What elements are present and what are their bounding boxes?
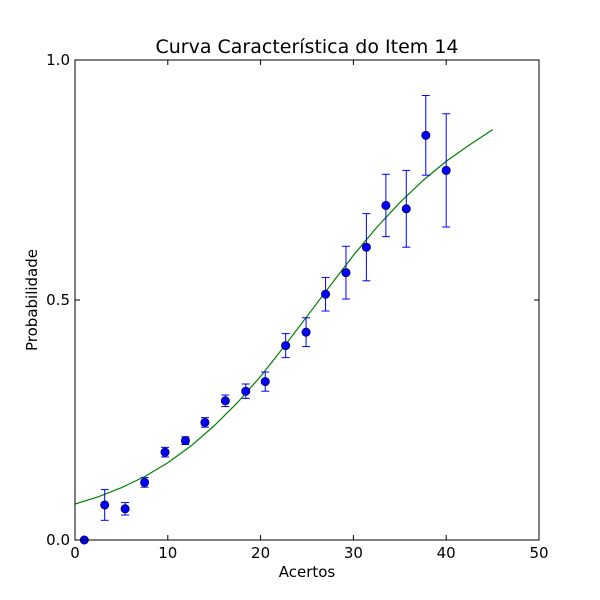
data-point-7: [220, 396, 230, 406]
data-point-1: [100, 500, 110, 510]
chart-title: Curva Característica do Item 14: [155, 36, 458, 58]
data-point-16: [401, 204, 411, 214]
y-tick-label-2: 1.0: [46, 51, 70, 69]
data-point-12: [321, 289, 331, 299]
axes: 0 10 20 30 40 50 0.0 0.5 1.0: [46, 51, 548, 562]
data-point-10: [281, 341, 291, 351]
data-point-18: [441, 165, 451, 175]
data-point-17: [421, 130, 431, 140]
data-point-11: [301, 327, 311, 337]
y-axis-label: Probabilidade: [23, 249, 41, 351]
data-point-4: [160, 447, 170, 457]
x-tick-label-3: 30: [344, 544, 363, 562]
data-point-13: [341, 268, 351, 278]
data-point-8: [241, 386, 251, 396]
data-point-9: [260, 377, 270, 387]
data-group: [75, 95, 493, 521]
data-point-15: [381, 200, 391, 210]
x-tick-label-1: 10: [158, 544, 177, 562]
x-tick-label-2: 20: [251, 544, 270, 562]
y-tick-label-0: 0.0: [46, 531, 70, 549]
plot-area: [75, 95, 493, 545]
data-point-6: [200, 417, 210, 427]
data-point-14: [361, 242, 371, 252]
data-point-5: [180, 436, 190, 446]
y-tick-label-1: 0.5: [46, 291, 70, 309]
fitted-curve-line: [75, 129, 493, 505]
data-point-2: [120, 504, 130, 514]
x-tick-label-5: 50: [529, 544, 548, 562]
data-point-3: [140, 477, 150, 487]
x-tick-label-0: 0: [70, 544, 80, 562]
x-axis-label: Acertos: [279, 563, 336, 581]
x-tick-label-4: 40: [437, 544, 456, 562]
plot-frame: [74, 59, 540, 541]
